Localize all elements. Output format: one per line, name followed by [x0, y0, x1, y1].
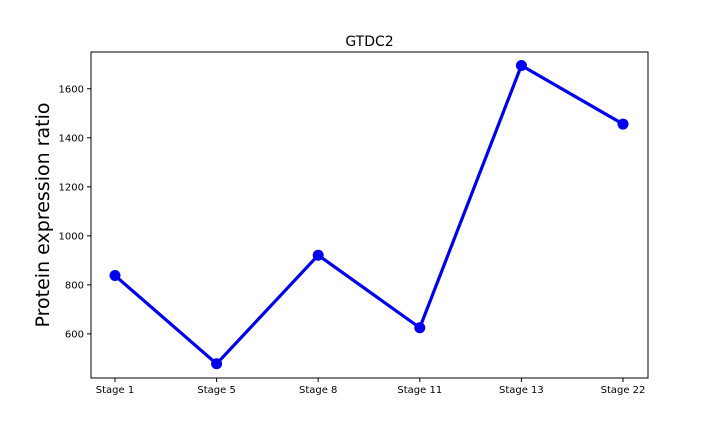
plot-frame [90, 51, 649, 379]
data-point [515, 59, 527, 71]
x-tick-label: Stage 22 [601, 385, 646, 396]
data-point [109, 270, 121, 282]
x-axis-ticks: Stage 1 Stage 5 Stage 8 Stage 11 Stage 13 Sta… [96, 378, 646, 396]
x-tick-label: Stage 13 [499, 385, 544, 396]
series-line [113, 63, 625, 366]
data-point [617, 118, 629, 130]
y-tick-label: 800 [65, 280, 84, 291]
chart-title: GTDC2 [345, 34, 393, 50]
y-tick-label: 1400 [59, 133, 84, 144]
x-tick-label: Stage 5 [197, 385, 235, 396]
y-tick-label: 1600 [59, 84, 84, 95]
data-point [211, 358, 223, 370]
series-layer [109, 59, 629, 370]
y-axis-ticks: 600 800 1000 1200 1400 1600 [59, 84, 91, 340]
y-tick-label: 1200 [59, 182, 84, 193]
x-tick-label: Stage 1 [96, 385, 134, 396]
data-point [414, 322, 426, 334]
y-tick-label: 600 [65, 329, 84, 340]
y-axis-label: Protein expression ratio [32, 103, 54, 328]
x-tick-label: Stage 11 [397, 385, 442, 396]
data-point [312, 249, 324, 261]
x-tick-label: Stage 8 [299, 385, 337, 396]
y-tick-label: 1000 [59, 231, 84, 242]
